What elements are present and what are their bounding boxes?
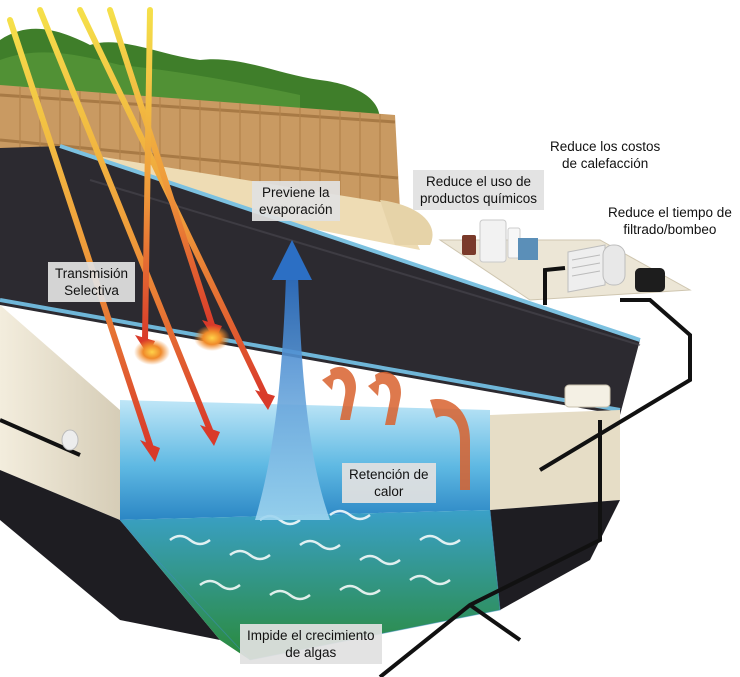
water-waves	[169, 509, 461, 601]
label-evaporacion: Previene la evaporación	[252, 181, 340, 221]
label-filtrado: Reduce el tiempo de filtrado/bombeo	[608, 205, 732, 237]
return-jet	[564, 384, 611, 408]
heat-glow-2	[194, 325, 230, 351]
heater-unit	[567, 244, 606, 293]
vapor-arrow	[255, 240, 330, 520]
pool-wall-left	[0, 305, 120, 520]
label-transmision: Transmisión Selectiva	[48, 262, 136, 302]
sun-rays	[7, 7, 268, 448]
solar-cover	[0, 146, 640, 415]
skimmer	[61, 429, 79, 451]
label-calefaccion: Reduce los costos de calefacción	[550, 139, 661, 171]
label-retencion: Retención de calor	[342, 463, 436, 503]
heat-glow-1	[134, 339, 170, 365]
filter-pump	[602, 244, 665, 292]
chemical-bottles	[462, 219, 538, 263]
label-algas: Impide el crecimiento de algas	[240, 624, 382, 664]
label-quimicos: Reduce el uso de productos químicos	[413, 170, 545, 210]
heat-arrows	[322, 366, 470, 490]
